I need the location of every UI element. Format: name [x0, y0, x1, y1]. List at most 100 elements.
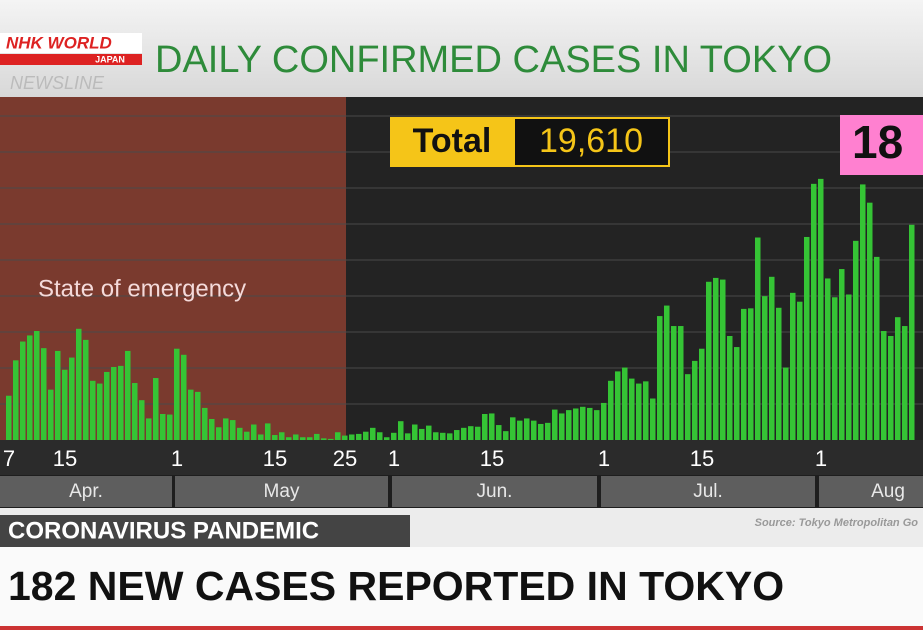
bar: [377, 432, 383, 440]
bar: [216, 427, 222, 440]
bar: [405, 433, 411, 440]
bar: [265, 423, 271, 440]
bar: [202, 407, 208, 440]
x-tick-label: 15: [263, 446, 287, 471]
total-label: Total: [413, 122, 492, 160]
bar: [902, 326, 908, 440]
bar: [566, 410, 572, 440]
x-axis-bg: [0, 440, 923, 475]
bar: [636, 383, 642, 440]
bar: [475, 426, 481, 440]
ticker: CORONAVIRUS PANDEMIC: [8, 517, 319, 544]
month-cell: [392, 476, 597, 507]
bar: [230, 420, 236, 440]
month-label: Jun.: [477, 481, 513, 502]
header-bg: [0, 0, 923, 97]
bar: [76, 328, 82, 440]
x-tick-label: 15: [690, 446, 714, 471]
bar: [580, 406, 586, 440]
bar: [174, 348, 180, 440]
highlight: 18: [852, 116, 903, 168]
bar: [538, 423, 544, 440]
bar: [251, 424, 257, 440]
bar: [6, 395, 12, 440]
bar: [90, 380, 96, 440]
bar: [594, 410, 600, 440]
bar: [804, 236, 810, 440]
x-tick-label: 1: [598, 446, 610, 471]
bar: [783, 367, 789, 440]
bar: [454, 430, 460, 440]
bar: [321, 438, 327, 440]
bar: [314, 433, 320, 440]
bar: [27, 335, 33, 440]
logo-sub: JAPAN: [95, 54, 125, 64]
bar: [811, 183, 817, 440]
bar: [839, 269, 845, 440]
bar: [825, 278, 831, 440]
bar: [125, 350, 131, 440]
bar: [846, 294, 852, 440]
bar: [510, 417, 516, 440]
bar: [790, 292, 796, 440]
bar: [461, 427, 467, 440]
bar: [832, 297, 838, 440]
month-label: Jul.: [693, 481, 723, 502]
bar: [769, 276, 775, 440]
bar: [776, 307, 782, 440]
program: NEWSLINE: [10, 73, 105, 93]
x-tick-label: 1: [388, 446, 400, 471]
bar: [629, 378, 635, 440]
bar: [34, 331, 40, 440]
bar: [755, 237, 761, 440]
bar: [209, 418, 215, 440]
bar: [181, 354, 187, 440]
bar: [608, 380, 614, 440]
bar: [692, 360, 698, 440]
bar: [391, 432, 397, 440]
bar: [867, 202, 873, 440]
bar: [258, 434, 264, 440]
bar: [55, 350, 61, 440]
bar: [349, 434, 355, 440]
month-cell: [175, 476, 388, 507]
source: Source: Tokyo Metropolitan Go: [755, 517, 919, 529]
total-value-box: [513, 117, 670, 167]
month-label: Apr.: [69, 481, 103, 502]
bar: [342, 435, 348, 440]
x-tick-label: 25: [333, 446, 357, 471]
bar: [559, 413, 565, 440]
bar: [720, 279, 726, 440]
headline-box: [0, 547, 923, 626]
bar: [307, 437, 313, 440]
bar: [384, 437, 390, 440]
bar: [104, 371, 110, 440]
bar: [685, 374, 691, 440]
logo: NHK WORLD: [6, 33, 112, 52]
bar: [356, 433, 362, 440]
bar: [153, 378, 159, 440]
total-label-box: [390, 117, 514, 167]
bar: [97, 383, 103, 440]
bar: [447, 433, 453, 440]
bar: [293, 434, 299, 440]
bar: [517, 420, 523, 440]
bar: [146, 418, 152, 440]
bar: [650, 398, 656, 440]
bar: [440, 432, 446, 440]
bar: [699, 348, 705, 440]
x-tick-label: 1: [815, 446, 827, 471]
bar: [496, 425, 502, 440]
bar: [167, 414, 173, 440]
bar: [286, 437, 292, 440]
bar: [874, 256, 880, 440]
bar: [713, 277, 719, 440]
bar: [279, 432, 285, 440]
bar: [195, 391, 201, 440]
bar: [244, 431, 250, 440]
chart-title: DAILY CONFIRMED CASES IN TOKYO: [155, 39, 832, 81]
bar: [524, 418, 530, 440]
bar: [370, 427, 376, 440]
bar: [13, 360, 19, 440]
